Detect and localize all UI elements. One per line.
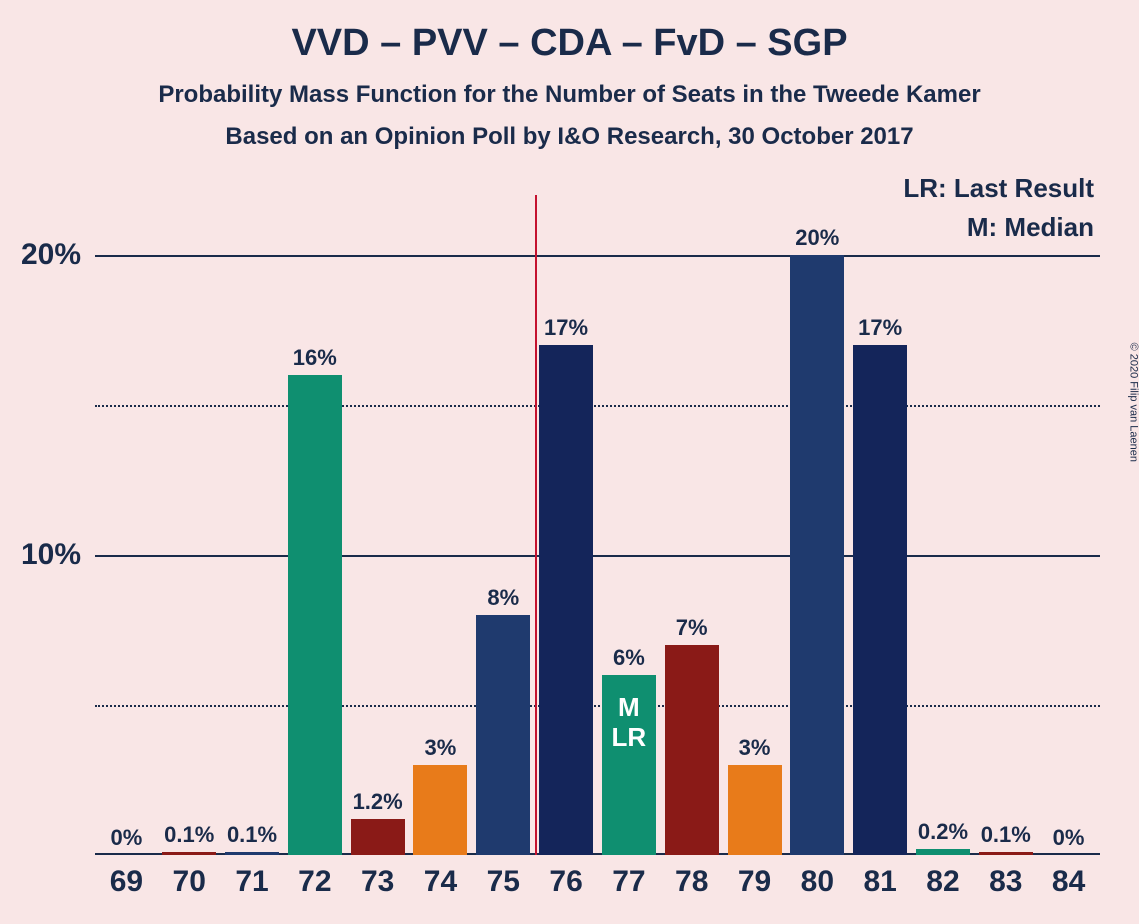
bar-value-label: 0.1% — [164, 822, 214, 852]
xtick-label: 74 — [424, 855, 457, 899]
bar: 8% — [476, 615, 530, 855]
xtick-label: 70 — [173, 855, 206, 899]
bar-value-label: 6% — [613, 645, 645, 675]
xtick-label: 77 — [612, 855, 645, 899]
bar: 3% — [728, 765, 782, 855]
xtick-label: 82 — [926, 855, 959, 899]
xtick-label: 80 — [801, 855, 834, 899]
gridline-major — [95, 255, 1100, 257]
xtick-label: 72 — [298, 855, 331, 899]
bar-value-label: 3% — [425, 735, 457, 765]
legend-m: M: Median — [903, 212, 1094, 243]
bar-value-label: 1.2% — [353, 789, 403, 819]
bar-value-label: 0.1% — [981, 822, 1031, 852]
bar-value-label: 0% — [1053, 825, 1085, 855]
bar-value-label: 0.2% — [918, 819, 968, 849]
bar-value-label: 3% — [739, 735, 771, 765]
bar: 17% — [539, 345, 593, 855]
bar: 1.2% — [351, 819, 405, 855]
xtick-label: 75 — [487, 855, 520, 899]
chart-subtitle-1: Probability Mass Function for the Number… — [0, 65, 1139, 109]
gridline-minor — [95, 405, 1100, 407]
copyright-label: © 2020 Filip van Laenen — [1127, 343, 1139, 462]
bar: 7% — [665, 645, 719, 855]
bar-value-label: 16% — [293, 345, 337, 375]
xtick-label: 84 — [1052, 855, 1085, 899]
xtick-label: 69 — [110, 855, 143, 899]
xtick-label: 71 — [235, 855, 268, 899]
bar: 6%MLR — [602, 675, 656, 855]
bar: 16% — [288, 375, 342, 855]
xtick-label: 73 — [361, 855, 394, 899]
bar-value-label: 0% — [110, 825, 142, 855]
xtick-label: 78 — [675, 855, 708, 899]
xtick-label: 81 — [863, 855, 896, 899]
plot-area: 10%20%0%0.1%0.1%16%1.2%3%8%17%6%MLR7%3%2… — [95, 195, 1100, 855]
majority-line — [535, 195, 537, 855]
ytick-label: 10% — [21, 538, 95, 572]
ytick-label: 20% — [21, 238, 95, 272]
bar-inner-label: MLR — [612, 693, 647, 753]
chart-subtitle-2: Based on an Opinion Poll by I&O Research… — [0, 109, 1139, 151]
legend-lr: LR: Last Result — [903, 173, 1094, 204]
legend: LR: Last Result M: Median — [903, 173, 1094, 243]
bar-value-label: 8% — [487, 585, 519, 615]
gridline-minor — [95, 705, 1100, 707]
xtick-label: 79 — [738, 855, 771, 899]
bar-value-label: 7% — [676, 615, 708, 645]
bar: 17% — [853, 345, 907, 855]
bar-value-label: 0.1% — [227, 822, 277, 852]
bar: 20% — [790, 255, 844, 855]
xtick-label: 83 — [989, 855, 1022, 899]
xtick-label: 76 — [549, 855, 582, 899]
bar-value-label: 17% — [858, 315, 902, 345]
bar-value-label: 17% — [544, 315, 588, 345]
gridline-major — [95, 555, 1100, 557]
chart-title: VVD – PVV – CDA – FvD – SGP — [0, 0, 1139, 65]
bar: 3% — [413, 765, 467, 855]
bar-value-label: 20% — [795, 225, 839, 255]
